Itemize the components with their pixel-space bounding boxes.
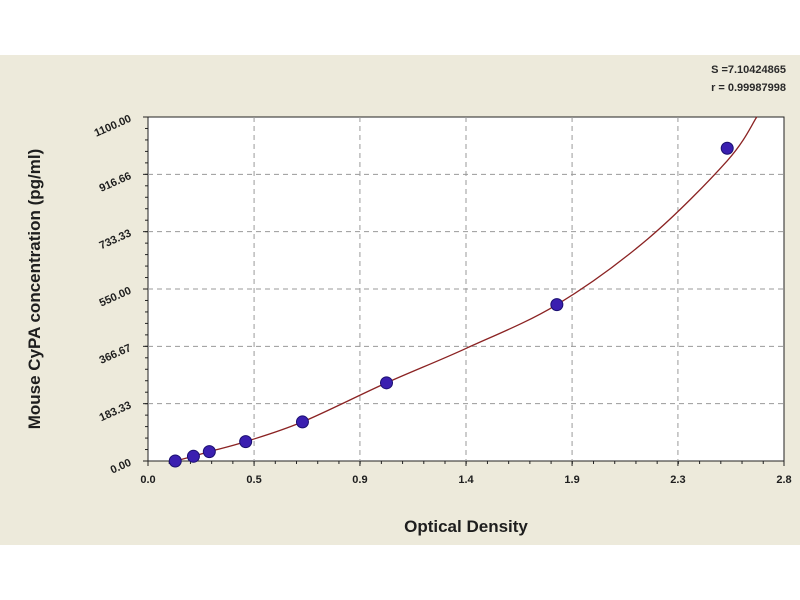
- y-tick-label: 1100.00: [93, 113, 134, 140]
- grid-lines: [148, 117, 784, 461]
- y-axis-title: Mouse CyPA concentration (pg/ml): [25, 149, 44, 430]
- x-tick-label: 1.4: [458, 474, 474, 486]
- x-tick-label: 0.0: [140, 474, 155, 486]
- data-point: [720, 141, 734, 155]
- y-tick-label: 733.33: [98, 227, 134, 252]
- data-point: [168, 454, 182, 468]
- x-tick-label: 0.5: [246, 474, 261, 486]
- fit-s-statistic: S =7.10424865: [711, 64, 786, 76]
- data-point: [239, 435, 253, 449]
- x-tick-label: 0.9: [352, 474, 367, 486]
- data-point: [380, 376, 393, 390]
- y-tick-label: 0.00: [109, 457, 133, 477]
- y-tick-label: 916.66: [98, 170, 134, 195]
- y-tick-label: 183.33: [98, 399, 134, 424]
- fit-r-statistic: r = 0.99987998: [711, 82, 786, 94]
- data-point: [550, 298, 564, 312]
- data-point: [295, 415, 309, 429]
- y-tick-label: 366.67: [98, 342, 134, 367]
- x-axis-title: Optical Density: [404, 517, 528, 536]
- data-point: [202, 445, 216, 459]
- x-tick-label: 2.3: [670, 474, 685, 486]
- axis-ticks: [143, 116, 785, 466]
- data-points-layer: [168, 141, 734, 468]
- data-point: [186, 449, 200, 463]
- y-tick-label: 550.00: [98, 285, 134, 310]
- chart-svg: S =7.10424865 r = 0.99987998 0.0 0.5 0.9 1.…: [25, 64, 792, 536]
- x-tick-label: 1.9: [564, 474, 579, 486]
- x-tick-label: 2.8: [776, 474, 791, 486]
- chart-panel: S =7.10424865 r = 0.99987998 0.0 0.5 0.9 1.…: [0, 55, 800, 545]
